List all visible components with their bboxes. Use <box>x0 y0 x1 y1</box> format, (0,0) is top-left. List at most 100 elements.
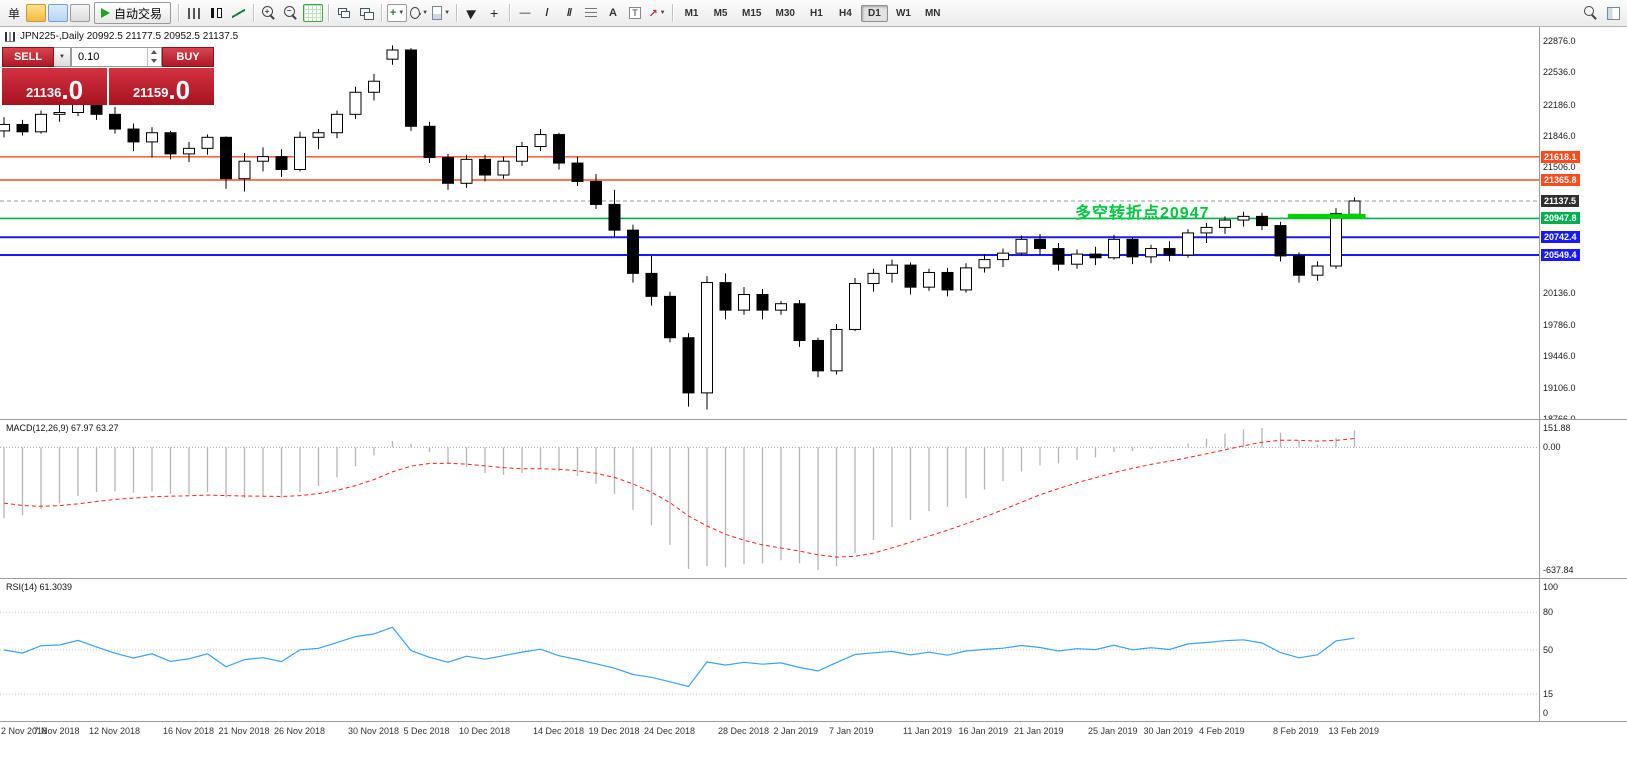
dropdown-arrow-icon[interactable]: ▼ <box>398 10 405 16</box>
sell-price-panel[interactable]: 21136 .0 <box>2 68 107 105</box>
timeframe-m30-button[interactable]: M30 <box>775 7 795 19</box>
toolbar-separator <box>509 4 511 22</box>
data-window-icon[interactable] <box>70 4 91 22</box>
timeframe-d1-button[interactable]: D1 <box>860 4 888 22</box>
dropdown-arrow-icon[interactable]: ▼ <box>444 10 451 16</box>
text-label-icon[interactable] <box>625 4 645 22</box>
macd-signal-line <box>3 438 1355 558</box>
text-icon[interactable] <box>603 4 623 22</box>
date-label: 10 Dec 2018 <box>459 726 511 736</box>
fibonacci-icon[interactable] <box>581 4 601 22</box>
chart-icon <box>5 31 15 42</box>
timeframe-m5-button[interactable]: M5 <box>713 7 728 19</box>
volume-down-button[interactable] <box>148 57 161 66</box>
market-panel-icon[interactable] <box>1603 4 1623 22</box>
price-badge: 21137.5 <box>1541 194 1580 207</box>
equidistant-channel-icon[interactable] <box>559 4 579 22</box>
zoom-out-icon[interactable] <box>281 4 301 22</box>
line-chart-icon[interactable] <box>228 4 248 22</box>
timeframe-m15-button[interactable]: M15 <box>742 7 762 19</box>
date-label: 12 Nov 2018 <box>89 726 141 736</box>
volume-field <box>71 47 162 67</box>
date-label: 14 Dec 2018 <box>533 726 585 736</box>
market-watch-icon[interactable] <box>48 4 69 22</box>
candlestick-chart <box>0 45 1539 410</box>
volume-up-button[interactable] <box>148 48 161 57</box>
timeframe-mn-button[interactable]: MN <box>924 7 941 19</box>
rsi-panel: RSI(14) 61.3039 100 80 50 15 0 <box>0 578 1627 721</box>
date-label: 16 Jan 2019 <box>958 726 1009 736</box>
date-axis[interactable]: 2 Nov 2018 7 Nov 2018 12 Nov 2018 16 Nov 20… <box>0 721 1627 746</box>
period-icon[interactable]: ▼ <box>409 4 429 22</box>
rsi-axis: 100 80 50 15 0 <box>1539 579 1627 721</box>
menu-order-menu[interactable]: 单 <box>8 6 21 21</box>
macd-histogram <box>3 428 1356 570</box>
axis-label: 15 <box>1543 689 1554 700</box>
axis-label: 0 <box>1543 708 1549 718</box>
autotrading-label: 自动交易 <box>114 6 163 21</box>
date-label: 25 Jan 2019 <box>1088 726 1138 736</box>
trend-line-icon[interactable] <box>537 4 557 22</box>
axis-label: 21506.0 <box>1543 162 1576 173</box>
macd-label: MACD(12,26,9) 67.97 63.27 <box>6 423 119 433</box>
crosshair-icon[interactable] <box>484 4 504 22</box>
date-label: 21 Jan 2019 <box>1014 726 1064 736</box>
axis-label: 80 <box>1543 607 1554 618</box>
dropdown-arrow-icon[interactable]: ▼ <box>422 10 429 16</box>
date-label: 7 Nov 2018 <box>33 726 80 736</box>
rsi-plot <box>0 611 1539 695</box>
buy-button[interactable]: BUY <box>162 47 214 67</box>
candles <box>0 45 1361 410</box>
axis-label: 0.00 <box>1543 442 1561 453</box>
order-type-dropdown[interactable]: ▼ <box>54 47 71 67</box>
arrows-icon[interactable]: ▼ <box>647 4 667 22</box>
new-chart-icon[interactable]: ▼ <box>387 4 408 22</box>
axis-label: 18766.0 <box>1543 414 1576 419</box>
macd-plot <box>0 428 1539 570</box>
new-order-icon[interactable] <box>26 4 47 22</box>
horizontal-line-icon[interactable] <box>515 4 535 22</box>
candlestick-chart-icon[interactable] <box>206 4 226 22</box>
grid-icon[interactable] <box>303 4 324 22</box>
timeframe-h4-button[interactable]: H4 <box>839 7 852 19</box>
rsi-label: RSI(14) 61.3039 <box>6 582 73 592</box>
volume-input[interactable] <box>72 48 161 66</box>
price-badge: 20742.4 <box>1541 231 1580 244</box>
date-label: 21 Nov 2018 <box>218 726 270 736</box>
macd-panel: MACD(12,26,9) 67.97 63.27 151.88 0.00 -637… <box>0 419 1627 578</box>
axis-label: 20136.0 <box>1543 288 1576 299</box>
price-badge: 21365.8 <box>1541 173 1580 186</box>
date-label: 5 Dec 2018 <box>403 726 450 736</box>
template-icon[interactable]: ▼ <box>431 4 451 22</box>
timeframe-m1-button[interactable]: M1 <box>684 7 699 19</box>
date-label: 2 Jan 2019 <box>773 726 819 736</box>
zoom-in-icon[interactable] <box>259 4 279 22</box>
search-icon[interactable] <box>1581 4 1601 22</box>
timeframe-h1-button[interactable]: H1 <box>810 7 823 19</box>
sell-button[interactable]: SELL <box>2 47 54 67</box>
axis-label: 19106.0 <box>1543 382 1576 393</box>
chart-annotation: 多空转折点20947 <box>1075 205 1210 222</box>
axis-label: 22536.0 <box>1543 67 1576 78</box>
toolbar-separator <box>456 4 458 22</box>
dropdown-arrow-icon[interactable]: ▼ <box>659 10 666 16</box>
axis-label: 22186.0 <box>1543 99 1576 110</box>
date-label: 8 Feb 2019 <box>1273 726 1319 736</box>
volume-spinner <box>147 48 161 66</box>
date-label: 11 Jan 2019 <box>903 726 952 736</box>
bar-chart-icon[interactable] <box>184 4 204 22</box>
buy-price-panel[interactable]: 21159 .0 <box>109 68 214 105</box>
date-label: 26 Nov 2018 <box>274 726 326 736</box>
price-axis[interactable]: 22876.0 22536.0 22186.0 21846.0 21506.0 20136… <box>1539 27 1627 419</box>
autotrading-button[interactable]: 自动交易 <box>94 2 172 24</box>
date-label: 13 Feb 2019 <box>1328 726 1380 736</box>
cascade-windows-icon[interactable] <box>356 4 376 22</box>
timeframe-w1-button[interactable]: W1 <box>895 7 911 19</box>
trade-prices-row: 21136 .0 21159 .0 <box>2 68 214 105</box>
date-label: 30 Nov 2018 <box>348 726 400 736</box>
cursor-icon[interactable] <box>462 4 482 22</box>
toolbar-separator <box>672 4 674 22</box>
date-label: 4 Feb 2019 <box>1199 726 1245 736</box>
tile-windows-icon[interactable] <box>334 4 354 22</box>
